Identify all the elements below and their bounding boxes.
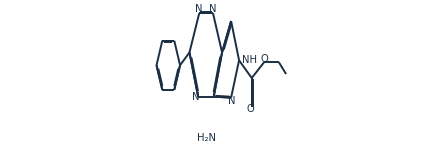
Text: O: O: [261, 54, 268, 64]
Text: N: N: [209, 4, 217, 14]
Text: N: N: [196, 4, 203, 14]
Text: H₂N: H₂N: [197, 133, 216, 143]
Text: N: N: [228, 96, 236, 106]
Text: O: O: [246, 104, 254, 114]
Text: NH: NH: [242, 54, 257, 65]
Text: N: N: [192, 92, 199, 103]
